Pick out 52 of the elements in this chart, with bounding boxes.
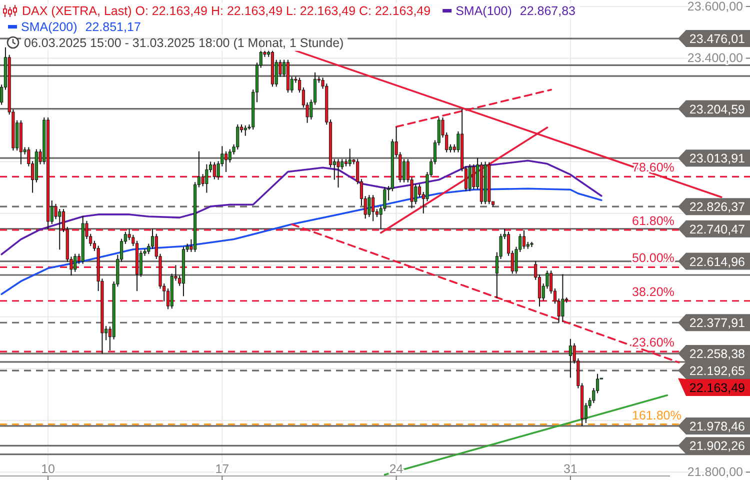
- candlestick: [402, 158, 406, 183]
- ref-line-label: 23.204,59: [689, 102, 746, 116]
- candlestick: [368, 194, 371, 218]
- candlestick: [58, 208, 62, 250]
- candlestick: [236, 124, 240, 150]
- candlestick: [414, 184, 418, 205]
- annotation: 22.163,49: [689, 381, 746, 396]
- annotation: 22.851,17: [85, 20, 141, 34]
- ref-line-label: 22.614,96: [689, 254, 746, 269]
- ref-line-label: 23.476,01: [689, 32, 746, 46]
- x-tick-label: 10: [41, 462, 56, 476]
- ref-line-label: 22.377,91: [689, 316, 746, 330]
- candlestick: [201, 174, 204, 187]
- candlestick: [348, 148, 352, 167]
- annotation: 61.80%: [632, 214, 674, 228]
- candlestick: [418, 184, 422, 198]
- x-tick-label: 31: [563, 462, 578, 476]
- candlestick: [472, 164, 476, 190]
- candlestick: [468, 164, 472, 192]
- ref-line-label: 22.740,47: [689, 222, 746, 236]
- ref-line-label: 23.013,91: [689, 152, 746, 166]
- legend-label: SMA(200): [21, 20, 78, 34]
- candlestick: [205, 164, 208, 194]
- ref-line-label: 22.258,38: [689, 347, 746, 362]
- candlestick: [224, 150, 228, 173]
- legend-label: SMA(100): [456, 4, 512, 18]
- ref-line-label: 21.902,26: [689, 439, 746, 454]
- ref-line-label: 22.192,65: [689, 364, 746, 378]
- candlestick: [244, 124, 247, 136]
- y-tick-label: 23.400,00: [687, 51, 744, 66]
- y-tick-label: 23.600,00: [687, 0, 744, 14]
- text: 06.03.2025 15:00 - 31.03.2025 18:00 (1 Monat, 1 Stunde): [24, 36, 344, 50]
- x-tick-label: 17: [215, 462, 230, 476]
- candlestick: [340, 158, 344, 170]
- candlestick: [568, 338, 572, 378]
- annotation: 23.60%: [632, 336, 674, 350]
- candlestick: [372, 194, 375, 222]
- candlestick: [74, 253, 77, 272]
- candlestick: [522, 230, 526, 250]
- candlestick: [212, 162, 216, 180]
- y-tick-label: 21.800,00: [687, 465, 744, 480]
- annotation: 161.80%: [632, 408, 682, 422]
- annotation: 38.20%: [632, 284, 674, 299]
- ref-line-label: 21.978,46: [689, 419, 746, 434]
- chart-title: DAX (XETRA, Last) O: 22.163,49 H: 22.163,49 L: 22.163,49 C: 22.163,49: [22, 4, 431, 18]
- ref-line-label: 22.826,37: [689, 200, 746, 214]
- candlestick: [336, 158, 340, 188]
- annotation: 22.867,83: [520, 4, 576, 18]
- line-series: [0, 160, 602, 256]
- candlestick: [228, 148, 232, 163]
- line-series: [0, 188, 602, 296]
- candlestick: [561, 274, 564, 323]
